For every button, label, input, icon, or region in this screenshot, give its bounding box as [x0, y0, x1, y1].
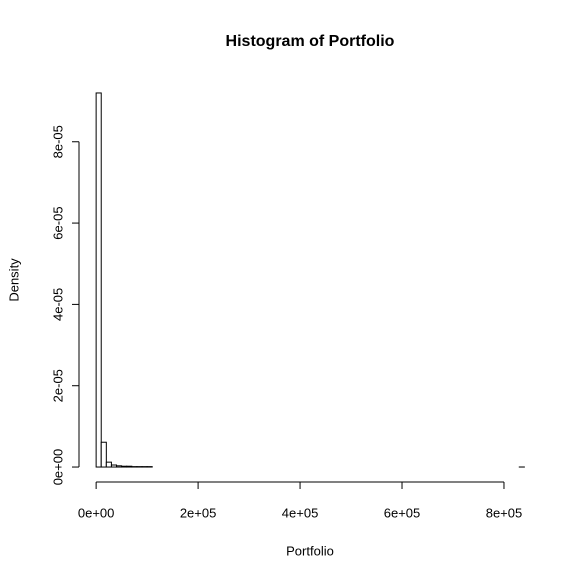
y-tick-label: 2e-05 [50, 369, 65, 402]
y-tick-label: 8e-05 [50, 125, 65, 158]
y-axis-label: Density [6, 258, 21, 302]
histogram-bar [105, 461, 112, 468]
histogram-bar [95, 92, 102, 468]
histogram-bar [126, 465, 133, 468]
x-tick-label: 6e+05 [384, 505, 421, 520]
histogram-bar [116, 465, 123, 468]
y-tick-label: 6e-05 [50, 206, 65, 239]
histogram-bar [110, 464, 118, 468]
x-tick-label: 0e+00 [78, 505, 115, 520]
y-tick-label: 0e+00 [50, 449, 65, 486]
chart-title: Histogram of Portfolio [226, 33, 395, 50]
histogram-bar [121, 465, 128, 468]
x-tick-label: 4e+05 [282, 505, 319, 520]
x-tick-label: 2e+05 [180, 505, 217, 520]
x-tick-label: 8e+05 [486, 505, 523, 520]
y-tick-label: 4e-05 [50, 288, 65, 321]
histogram-bar [100, 441, 107, 468]
x-axis-label: Portfolio [286, 543, 334, 558]
